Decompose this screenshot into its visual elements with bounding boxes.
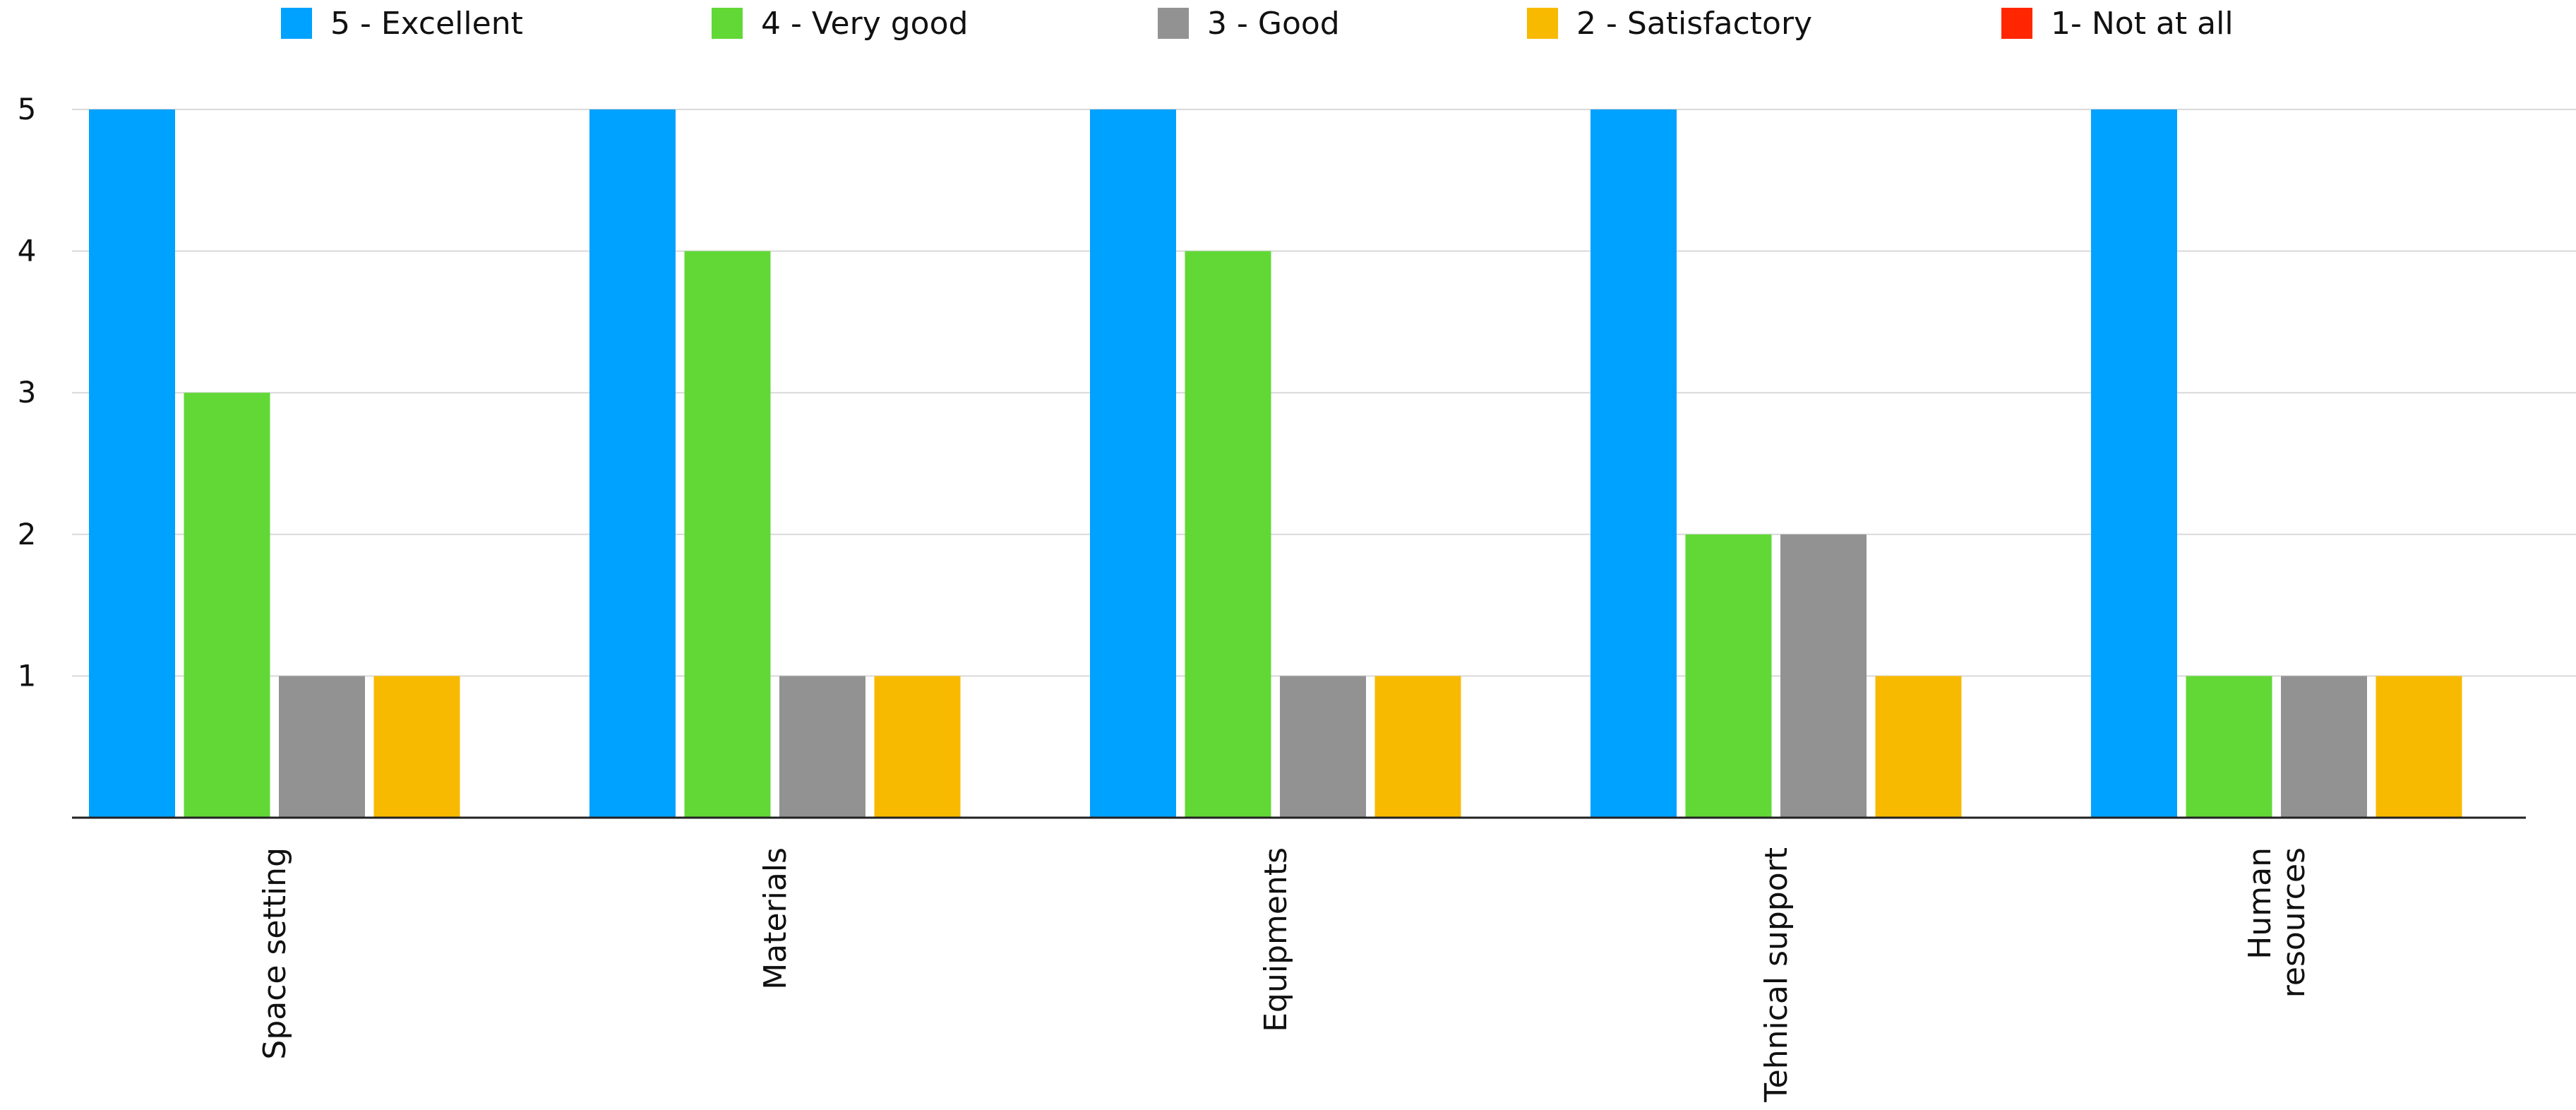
- x-tick-label-line: Equipments: [1258, 847, 1294, 1032]
- x-tick-label-line: resources: [2276, 847, 2312, 998]
- bar-space-setting-2-satisfactory: [373, 676, 460, 818]
- x-tick-label-materials: Materials: [757, 847, 793, 990]
- x-tick-label-line: Tehnical support: [1759, 847, 1795, 1103]
- bar-equipments-3-good: [1280, 676, 1366, 818]
- legend-label-1-not-at-all: 1- Not at all: [2051, 6, 2234, 42]
- bar-equipments-4-very-good: [1185, 251, 1271, 818]
- bar-human-resources-3-good: [2281, 676, 2367, 818]
- bar-human-resources-2-satisfactory: [2376, 676, 2462, 818]
- x-tick-label-line: Materials: [757, 847, 793, 990]
- bar-space-setting-3-good: [279, 676, 365, 818]
- bar-tehnical-support-3-good: [1780, 534, 1867, 818]
- x-tick-label-space-setting: Space setting: [257, 847, 293, 1060]
- legend-swatch-1-not-at-all: [2001, 8, 2032, 39]
- bar-materials-3-good: [779, 676, 865, 818]
- x-tick-label-line: Human: [2242, 847, 2278, 960]
- bar-space-setting-4-very-good: [184, 393, 270, 818]
- legend-swatch-3-good: [1158, 8, 1189, 39]
- y-tick-label-1: 1: [18, 658, 37, 693]
- bar-materials-4-very-good: [684, 251, 771, 818]
- legend-swatch-4-very-good: [712, 8, 743, 39]
- y-tick-label-5: 5: [18, 92, 37, 126]
- x-tick-label-human-resources: Humanresources: [2242, 847, 2312, 998]
- bar-tehnical-support-2-satisfactory: [1875, 676, 1962, 818]
- bar-tehnical-support-5-excellent: [1590, 109, 1677, 818]
- legend-swatch-5-excellent: [281, 8, 312, 39]
- bar-materials-5-excellent: [589, 109, 676, 818]
- bar-human-resources-4-very-good: [2186, 676, 2272, 818]
- x-tick-label-equipments: Equipments: [1258, 847, 1294, 1032]
- legend-label-5-excellent: 5 - Excellent: [330, 6, 523, 42]
- bar-materials-2-satisfactory: [874, 676, 961, 818]
- x-tick-label-line: Space setting: [257, 847, 293, 1060]
- legend-swatch-2-satisfactory: [1527, 8, 1558, 39]
- y-tick-label-2: 2: [18, 517, 37, 551]
- gridlines: [72, 109, 2576, 677]
- bar-space-setting-5-excellent: [89, 109, 175, 818]
- axes: 1 2 3 4 5 Space setting Materials Equipments Teh…: [18, 92, 2526, 1103]
- bar-tehnical-support-4-very-good: [1685, 534, 1772, 818]
- legend-label-3-good: 3 - Good: [1207, 6, 1340, 42]
- bar-human-resources-5-excellent: [2091, 109, 2177, 818]
- y-tick-label-3: 3: [18, 375, 37, 410]
- bar-equipments-2-satisfactory: [1374, 676, 1461, 818]
- bar-equipments-5-excellent: [1090, 109, 1176, 818]
- x-tick-label-tehnical-support: Tehnical support: [1759, 847, 1795, 1103]
- bars: [89, 109, 2462, 818]
- y-tick-label-4: 4: [18, 234, 37, 268]
- legend-label-4-very-good: 4 - Very good: [761, 6, 968, 42]
- legend: 5 - Excellent 4 - Very good 3 - Good 2 - Sa…: [281, 6, 2234, 42]
- legend-label-2-satisfactory: 2 - Satisfactory: [1576, 6, 1812, 42]
